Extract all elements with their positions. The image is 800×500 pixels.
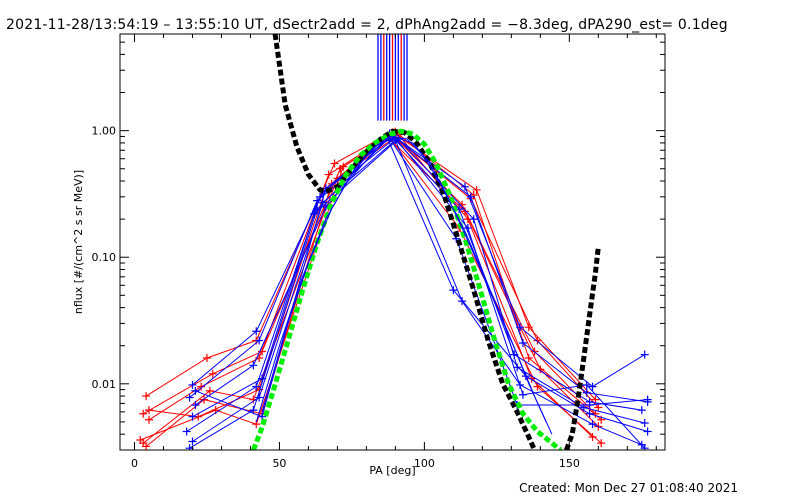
data-point-marker — [202, 353, 211, 362]
data-point-marker — [188, 380, 197, 389]
data-point-marker — [518, 339, 527, 348]
data-point-marker — [513, 363, 522, 372]
data-point-marker — [591, 395, 600, 404]
data-point-marker — [585, 409, 594, 418]
data-point-marker — [640, 444, 649, 450]
data-point-marker — [252, 382, 261, 391]
data-point-marker — [594, 403, 603, 412]
data-point-marker — [191, 386, 200, 395]
data-point-marker — [469, 215, 478, 224]
y-tick-label: 0.01 — [92, 378, 117, 391]
data-point-marker — [458, 297, 467, 306]
data-point-marker — [588, 382, 597, 391]
data-point-marker — [460, 182, 469, 191]
series-line — [261, 137, 553, 435]
data-point-marker — [533, 336, 542, 345]
data-point-marker — [643, 395, 652, 404]
data-point-marker — [255, 393, 264, 402]
data-point-marker — [182, 427, 191, 436]
data-point-marker — [472, 185, 481, 194]
x-axis-label: PA [deg] — [369, 464, 415, 477]
data-layer — [136, 34, 652, 450]
data-point-marker — [139, 409, 148, 418]
x-tick-label: 100 — [414, 457, 435, 470]
data-point-marker — [339, 162, 348, 171]
data-point-marker — [640, 350, 649, 359]
series-line — [145, 132, 599, 408]
series-line — [189, 137, 648, 403]
data-point-marker — [185, 393, 194, 402]
black-fit-curve — [564, 246, 601, 450]
series-line — [142, 134, 596, 415]
data-point-marker — [144, 406, 153, 415]
plot-frame — [119, 33, 666, 451]
y-axis-label: nflux [#/(cm^2 s sr MeV)] — [72, 170, 85, 314]
series-line — [192, 138, 645, 424]
series-line — [192, 139, 642, 446]
data-point-marker — [597, 439, 606, 448]
data-point-marker — [588, 433, 597, 442]
data-point-marker — [249, 406, 258, 415]
x-tick-label: 50 — [272, 457, 286, 470]
data-point-marker — [255, 336, 264, 345]
data-point-marker — [518, 390, 527, 399]
y-tick-label: 1.00 — [92, 125, 117, 138]
data-point-marker — [136, 435, 145, 444]
data-point-marker — [249, 361, 258, 370]
data-point-marker — [142, 392, 151, 401]
data-point-marker — [330, 159, 339, 168]
data-point-marker — [643, 427, 652, 436]
data-point-marker — [197, 382, 206, 391]
data-point-marker — [640, 419, 649, 428]
data-point-marker — [466, 192, 475, 201]
data-point-marker — [191, 401, 200, 410]
data-point-marker — [252, 327, 261, 336]
data-point-marker — [142, 442, 151, 450]
axes: 0 50 100 150 0.01 0.10 1.00 PA [deg] nflux [#/(c… — [72, 33, 666, 477]
y-tick-label: 0.10 — [92, 251, 117, 264]
data-point-marker — [208, 369, 217, 378]
data-point-marker — [582, 380, 591, 389]
created-timestamp: Created: Mon Dec 27 01:08:40 2021 — [519, 481, 738, 495]
x-tick-label: 0 — [131, 457, 138, 470]
green-fit-curve — [251, 128, 563, 450]
series-line — [192, 134, 645, 388]
x-tick-label: 150 — [559, 457, 580, 470]
data-point-marker — [533, 382, 542, 391]
data-point-marker — [524, 323, 533, 332]
data-point-marker — [460, 207, 469, 216]
series-line — [140, 137, 602, 444]
data-point-marker — [324, 170, 333, 179]
data-point-marker — [585, 401, 594, 410]
data-point-marker — [588, 420, 597, 429]
data-point-marker — [188, 412, 197, 421]
data-point-marker — [582, 388, 591, 397]
data-point-marker — [449, 286, 458, 295]
data-point-marker — [144, 415, 153, 424]
data-point-marker — [316, 192, 325, 201]
series-line — [186, 135, 648, 432]
data-point-marker — [205, 386, 214, 395]
black-fit-curve — [272, 34, 537, 450]
data-point-marker — [637, 406, 646, 415]
chart-title: 2021-11-28/13:54:19 – 13:55:10 UT, dSect… — [6, 17, 728, 33]
series-line — [189, 133, 646, 449]
series-line — [145, 133, 593, 447]
data-point-marker — [524, 353, 533, 362]
data-point-marker — [463, 224, 472, 233]
data-point-marker — [188, 437, 197, 446]
